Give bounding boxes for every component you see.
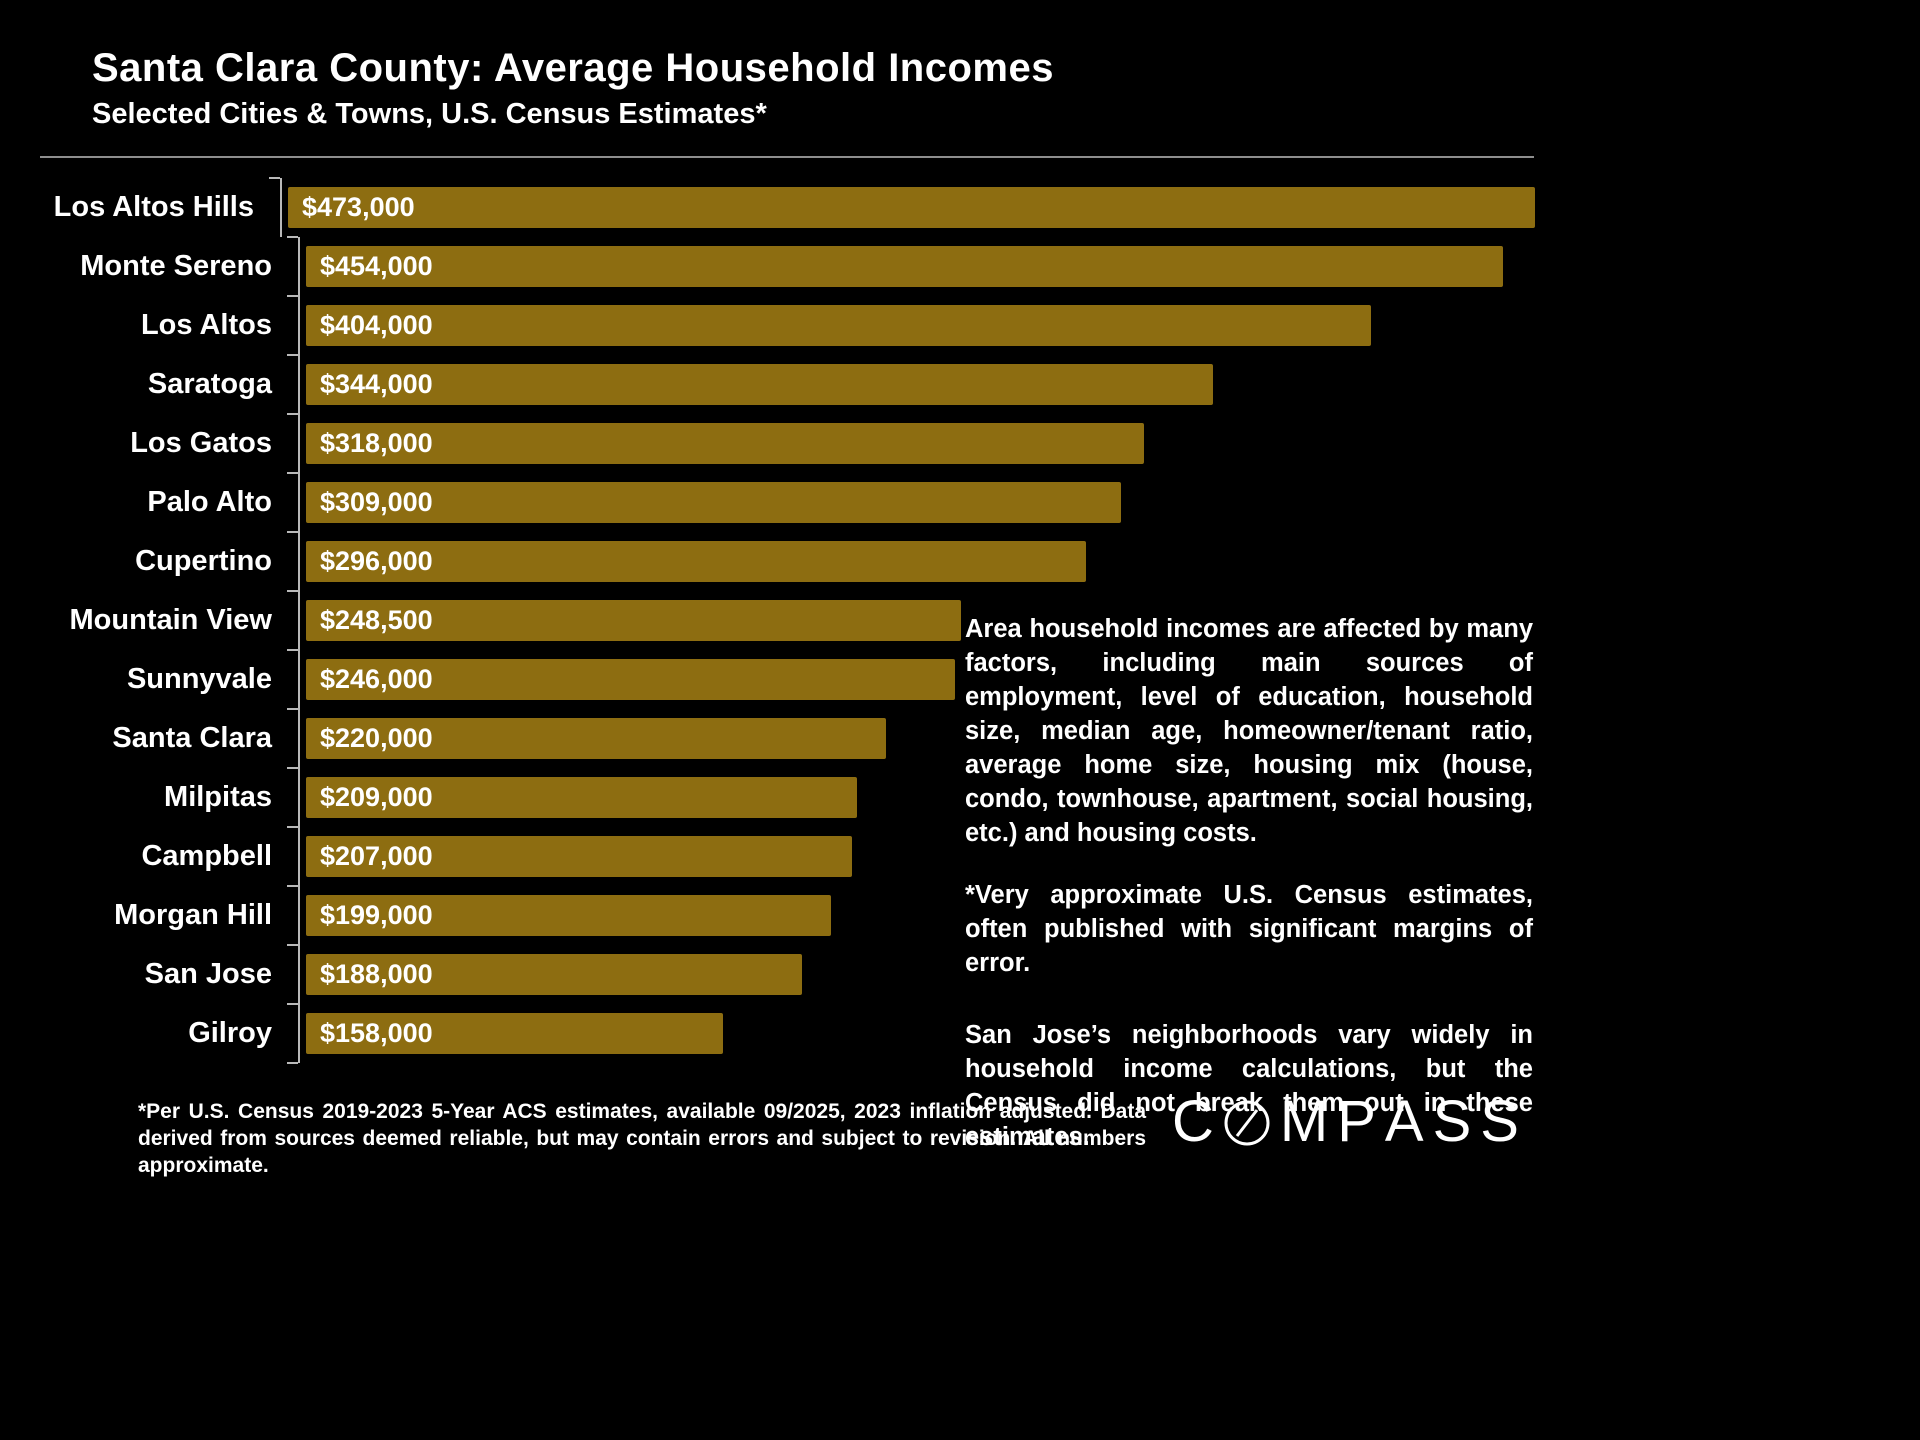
annotation-column: Area household incomes are affected by m… xyxy=(965,612,1533,1154)
bar: $309,000 xyxy=(306,482,1121,523)
bar: $188,000 xyxy=(306,954,802,995)
logo-letter: C xyxy=(1172,1089,1223,1154)
bar-row: San Jose $188,000 xyxy=(30,944,1535,1004)
value-label: $199,000 xyxy=(320,900,433,930)
logo-letter: P xyxy=(1337,1089,1385,1154)
bar: $296,000 xyxy=(306,541,1086,582)
category-label: Los Altos Hills xyxy=(53,191,254,223)
bar-row: Palo Alto $309,000 xyxy=(30,472,1535,532)
category-label: Milpitas xyxy=(164,781,272,813)
value-label: $220,000 xyxy=(320,723,433,753)
value-label: $246,000 xyxy=(320,664,433,694)
bar: $318,000 xyxy=(306,423,1144,464)
value-label: $473,000 xyxy=(302,192,415,222)
bar: $246,000 xyxy=(306,659,955,700)
logo-letter: M xyxy=(1279,1089,1338,1154)
bar-track: $246,000 xyxy=(287,649,1535,709)
bar-row: Los Gatos $318,000 xyxy=(30,413,1535,473)
bar-track: $188,000 xyxy=(287,944,1535,1004)
logo-letter: S xyxy=(1480,1089,1528,1154)
bar-row: Morgan Hill $199,000 xyxy=(30,885,1535,945)
footnote: *Per U.S. Census 2019-2023 5-Year ACS es… xyxy=(138,1100,1146,1177)
category-label: Los Altos xyxy=(140,309,272,341)
bar-row: Sunnyvale $246,000 xyxy=(30,649,1535,709)
bar: $207,000 xyxy=(306,836,852,877)
page-title: Santa Clara County: Average Household In… xyxy=(92,46,1054,90)
category-label: Mountain View xyxy=(69,604,272,636)
bar: $158,000 xyxy=(306,1013,723,1054)
bar: $473,000 xyxy=(288,187,1535,228)
bar: $220,000 xyxy=(306,718,886,759)
value-label: $248,500 xyxy=(320,605,433,635)
bar: $344,000 xyxy=(306,364,1213,405)
value-label: $207,000 xyxy=(320,841,433,871)
bar-chart: Los Altos Hills $473,000 Monte Sereno $454,… xyxy=(30,177,1535,1064)
bar: $209,000 xyxy=(306,777,857,818)
bar: $454,000 xyxy=(306,246,1503,287)
bar-track: $158,000 xyxy=(287,1003,1535,1064)
category-label: San Jose xyxy=(144,958,272,990)
bar-track: $248,500 xyxy=(287,590,1535,650)
bar-track: $404,000 xyxy=(287,295,1535,355)
category-label: Los Gatos xyxy=(130,427,272,459)
bar: $404,000 xyxy=(306,305,1371,346)
bar: $248,500 xyxy=(306,600,961,641)
note-factors: Area household incomes are affected by m… xyxy=(965,615,1533,847)
value-label: $309,000 xyxy=(320,487,433,517)
value-label: $188,000 xyxy=(320,959,433,989)
bar-row: Monte Sereno $454,000 xyxy=(30,236,1535,296)
bar-track: $454,000 xyxy=(287,236,1535,296)
category-label: Palo Alto xyxy=(147,486,272,518)
logo-letter: S xyxy=(1432,1089,1481,1154)
bar-row: Los Altos $404,000 xyxy=(30,295,1535,355)
bar: $199,000 xyxy=(306,895,831,936)
bar-row: Campbell $207,000 xyxy=(30,826,1535,886)
bar-track: $318,000 xyxy=(287,413,1535,473)
value-label: $454,000 xyxy=(320,251,433,281)
bar-track: $199,000 xyxy=(287,885,1535,945)
category-label: Campbell xyxy=(141,840,272,872)
bar-row: Cupertino $296,000 xyxy=(30,531,1535,591)
page-subtitle: Selected Cities & Towns, U.S. Census Est… xyxy=(92,98,767,130)
bar-row: Santa Clara $220,000 xyxy=(30,708,1535,768)
bar-track: $209,000 xyxy=(287,767,1535,827)
bar-track: $220,000 xyxy=(287,708,1535,768)
category-label: Morgan Hill xyxy=(114,899,272,931)
category-label: Saratoga xyxy=(147,368,272,400)
value-label: $404,000 xyxy=(320,310,433,340)
value-label: $344,000 xyxy=(320,369,433,399)
bar-row: Saratoga $344,000 xyxy=(30,354,1535,414)
bar-track: $344,000 xyxy=(287,354,1535,414)
value-label: $318,000 xyxy=(320,428,433,458)
bar-row: Gilroy $158,000 xyxy=(30,1003,1535,1064)
title-divider xyxy=(40,156,1534,158)
bar-track: $309,000 xyxy=(287,472,1535,532)
value-label: $296,000 xyxy=(320,546,433,576)
category-label: Cupertino xyxy=(135,545,272,577)
category-label: Gilroy xyxy=(188,1017,272,1049)
note-san-jose: San Jose’s neighborhoods vary widely in … xyxy=(965,1021,1533,1151)
category-label: Santa Clara xyxy=(112,722,272,754)
bar-track: $473,000 xyxy=(269,177,1535,237)
value-label: $158,000 xyxy=(320,1018,433,1048)
note-census-accuracy: *Very approximate U.S. Census estimates,… xyxy=(965,881,1533,977)
bar-row: Los Altos Hills $473,000 xyxy=(30,177,1535,237)
bar-row: Mountain View $248,500 xyxy=(30,590,1535,650)
bar-track: $296,000 xyxy=(287,531,1535,591)
bar-row: Milpitas $209,000 xyxy=(30,767,1535,827)
bar-track: $207,000 xyxy=(287,826,1535,886)
logo-letter: A xyxy=(1384,1089,1433,1154)
compass-o-icon xyxy=(1224,1100,1270,1145)
value-label: $209,000 xyxy=(320,782,433,812)
category-label: Sunnyvale xyxy=(126,663,272,695)
category-label: Monte Sereno xyxy=(80,250,272,282)
